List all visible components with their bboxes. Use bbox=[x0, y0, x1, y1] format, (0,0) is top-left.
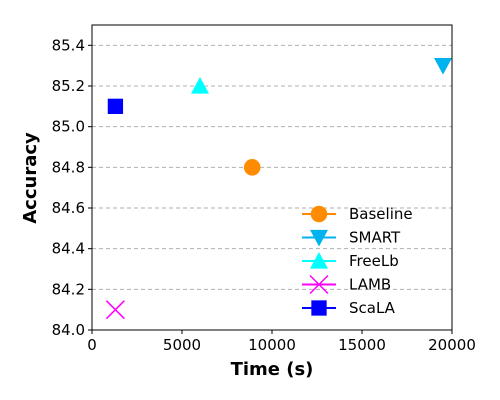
y-tick-label: 85.0 bbox=[52, 118, 85, 136]
x-tick-label: 5000 bbox=[163, 336, 201, 354]
legend-marker-freelb bbox=[310, 252, 328, 269]
data-point-lamb bbox=[105, 300, 125, 320]
legend-label-freelb: FreeLb bbox=[349, 252, 399, 270]
x-axis-title: Time (s) bbox=[231, 359, 314, 380]
y-tick-label: 84.0 bbox=[52, 321, 85, 339]
legend-label-lamb: LAMB bbox=[349, 276, 391, 294]
legend-label-scala: ScaLA bbox=[349, 299, 396, 317]
legend-marker-lamb bbox=[309, 274, 329, 295]
plot-frame bbox=[91, 24, 453, 331]
x-tick-label: 15000 bbox=[338, 336, 386, 354]
y-tick-label: 84.8 bbox=[52, 158, 85, 176]
legend-label-baseline: Baseline bbox=[349, 205, 413, 223]
y-tick-label: 84.6 bbox=[52, 199, 85, 217]
legend-marker-baseline bbox=[310, 205, 328, 223]
y-tick-label: 84.4 bbox=[52, 240, 85, 258]
data-point-smart bbox=[434, 58, 452, 75]
data-points bbox=[105, 58, 452, 320]
y-tick-label: 85.2 bbox=[52, 77, 85, 95]
y-axis-ticks: 84.0 84.2 84.4 84.6 84.8 85.0 85.2 85.4 bbox=[52, 36, 92, 339]
legend-marker-smart bbox=[310, 229, 328, 247]
x-axis-ticks: 0 5000 10000 15000 20000 bbox=[87, 330, 476, 354]
y-axis-title: Accuracy bbox=[20, 132, 41, 224]
data-point-baseline bbox=[243, 159, 261, 176]
y-tick-label: 85.4 bbox=[52, 36, 85, 54]
grid-lines bbox=[92, 44, 452, 290]
legend: Baseline SMART FreeLb LAMB ScaLA bbox=[302, 205, 413, 317]
x-tick-label: 10000 bbox=[248, 336, 296, 354]
data-point-scala bbox=[107, 98, 124, 114]
data-point-freelb bbox=[191, 77, 209, 94]
y-tick-label: 84.2 bbox=[52, 280, 85, 298]
x-tick-label: 0 bbox=[87, 336, 97, 354]
legend-label-smart: SMART bbox=[349, 229, 401, 247]
legend-marker-scala bbox=[311, 300, 327, 316]
x-tick-label: 20000 bbox=[428, 336, 476, 354]
